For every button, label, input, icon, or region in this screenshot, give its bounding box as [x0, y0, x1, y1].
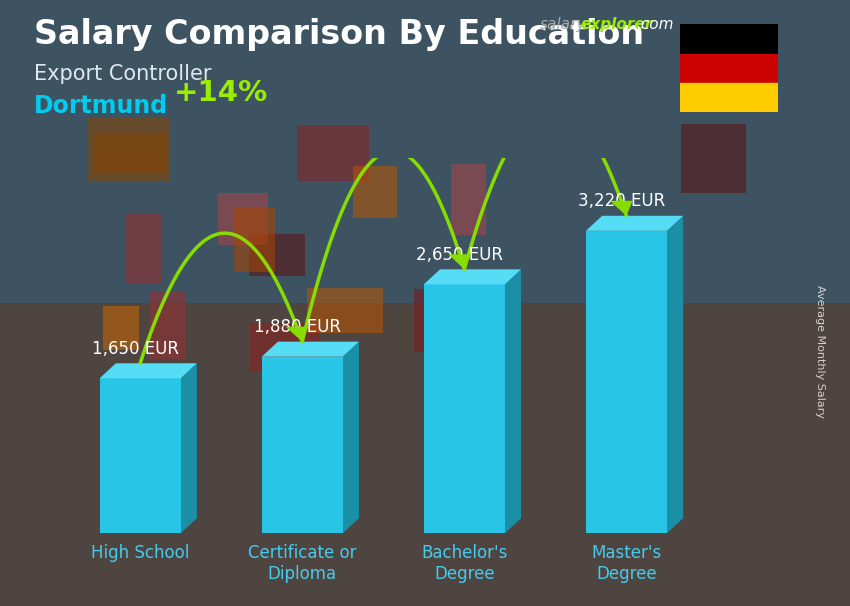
- Bar: [249, 233, 305, 276]
- Text: +14%: +14%: [174, 79, 269, 107]
- Bar: [451, 164, 486, 235]
- Bar: [149, 292, 185, 359]
- Bar: [680, 24, 778, 53]
- Bar: [609, 308, 652, 346]
- Bar: [87, 116, 170, 181]
- Bar: [414, 289, 498, 353]
- Polygon shape: [286, 327, 308, 342]
- Bar: [250, 323, 319, 372]
- Text: 3,220 EUR: 3,220 EUR: [578, 192, 665, 210]
- Bar: [126, 214, 162, 283]
- Bar: [218, 193, 269, 245]
- Bar: [680, 83, 778, 112]
- Polygon shape: [610, 201, 632, 216]
- Bar: [307, 288, 383, 333]
- Text: 1,880 EUR: 1,880 EUR: [253, 318, 341, 336]
- Bar: [94, 134, 167, 173]
- Polygon shape: [586, 231, 667, 533]
- Bar: [103, 306, 139, 350]
- Bar: [682, 124, 745, 193]
- Polygon shape: [262, 357, 343, 533]
- Bar: [445, 346, 510, 384]
- Text: 1,650 EUR: 1,650 EUR: [92, 339, 178, 358]
- Text: 2,650 EUR: 2,650 EUR: [416, 245, 502, 264]
- Text: explorer: explorer: [581, 17, 653, 32]
- Text: salary: salary: [540, 17, 586, 32]
- Polygon shape: [424, 269, 521, 284]
- Bar: [298, 125, 369, 181]
- Polygon shape: [424, 284, 505, 533]
- Text: Average Monthly Salary: Average Monthly Salary: [815, 285, 825, 418]
- Polygon shape: [99, 363, 197, 378]
- Bar: [458, 317, 507, 362]
- Polygon shape: [667, 216, 683, 533]
- Text: .com: .com: [636, 17, 673, 32]
- Bar: [680, 53, 778, 83]
- Polygon shape: [99, 378, 181, 533]
- Polygon shape: [505, 269, 521, 533]
- Text: Salary Comparison By Education: Salary Comparison By Education: [34, 18, 644, 51]
- Bar: [0, 0, 850, 303]
- Polygon shape: [343, 342, 359, 533]
- Text: Dortmund: Dortmund: [34, 94, 168, 118]
- Bar: [234, 208, 275, 272]
- Bar: [0, 303, 850, 606]
- Polygon shape: [262, 342, 359, 357]
- Polygon shape: [181, 363, 197, 533]
- Bar: [353, 165, 397, 218]
- Polygon shape: [586, 216, 683, 231]
- Text: Export Controller: Export Controller: [34, 64, 212, 84]
- Polygon shape: [448, 255, 471, 269]
